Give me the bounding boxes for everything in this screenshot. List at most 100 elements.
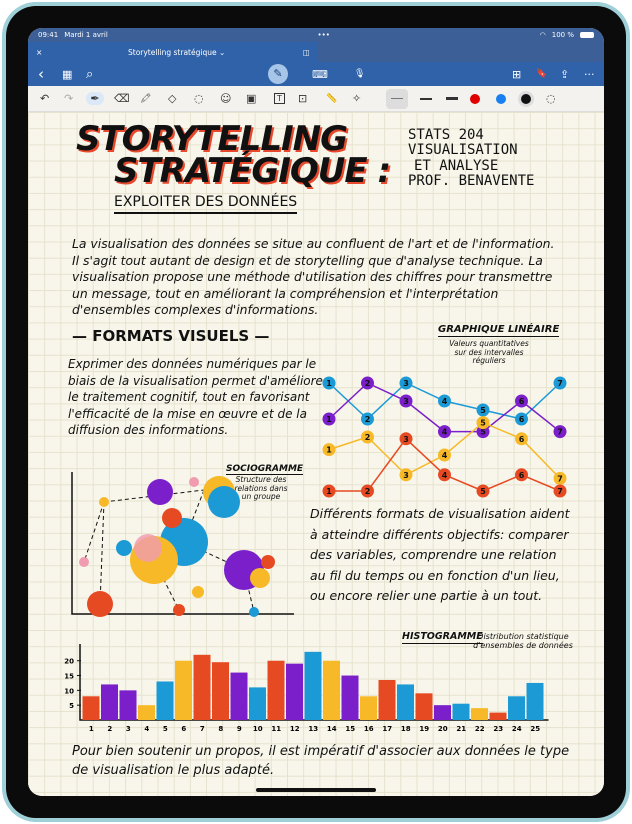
redo-icon[interactable]: ↷ — [64, 92, 74, 105]
screen: 09:41 Mardi 1 avril ••• ◠ 100 % × Storyt… — [28, 28, 604, 796]
line-point — [438, 448, 451, 462]
histogram-bar — [378, 679, 396, 720]
line-point — [553, 376, 567, 390]
line-point — [476, 425, 490, 439]
highlighter-icon[interactable]: 🖍 — [140, 93, 152, 104]
shapes-icon[interactable]: ◇ — [168, 92, 177, 105]
course-name-1: VISUALISATION — [408, 142, 518, 159]
x-tick-label: 12 — [290, 725, 300, 733]
pen-mode-icon[interactable]: ✎ — [268, 64, 288, 84]
line-point — [322, 376, 336, 390]
node — [189, 477, 199, 487]
line-chart: 1 2 3 4 5 6 7 1 2 3 4 5 6 7 1 2 3 4 5 6 7 1 2 3 4 5 6 7 — [322, 376, 567, 498]
pen-tool-icon[interactable]: ✒ — [86, 92, 104, 105]
laser-pointer-icon[interactable]: ✧ — [352, 92, 362, 105]
x-tick-label: 16 — [364, 725, 374, 733]
line-point — [515, 394, 528, 408]
microphone-icon[interactable]: 🎙 — [354, 69, 366, 79]
back-icon[interactable]: ‹ — [38, 65, 44, 83]
eraser-icon[interactable]: ⌫ — [114, 92, 130, 105]
line-point-label: 5 — [480, 406, 486, 415]
node — [134, 534, 162, 562]
multitask-dots[interactable]: ••• — [317, 31, 330, 39]
document-title[interactable]: Storytelling stratégique ⌄ — [128, 47, 226, 57]
line-point — [399, 394, 413, 408]
line-point — [399, 432, 413, 446]
x-tick-label: 1 — [89, 725, 94, 733]
status-date: Mardi 1 avril — [64, 31, 108, 39]
search-icon[interactable]: ⌕ — [86, 66, 94, 82]
x-tick-label: 22 — [475, 725, 485, 733]
add-page-icon[interactable]: ⊞ — [512, 67, 522, 81]
x-tick-label: 5 — [163, 725, 168, 733]
color-blue-swatch[interactable] — [496, 94, 506, 104]
line-point-label: 6 — [519, 435, 525, 444]
line-point — [361, 376, 374, 390]
share-icon[interactable]: ⇪ — [560, 67, 570, 81]
line-point-label: 4 — [442, 397, 448, 406]
thin-stroke-button[interactable] — [386, 89, 408, 109]
more-icon[interactable]: ··· — [584, 67, 595, 81]
line-point-label: 2 — [365, 433, 371, 442]
tab-bar: × Storytelling stratégique ⌄ ◫ — [28, 42, 604, 62]
x-tick-label: 14 — [327, 725, 337, 733]
x-tick-label: 17 — [382, 725, 392, 733]
course-code: STATS 204 — [408, 127, 484, 143]
histogram-bar — [212, 662, 229, 720]
split-view-icon[interactable]: ◫ — [302, 47, 310, 57]
close-tab-icon[interactable]: × — [36, 47, 43, 57]
histogram-bar — [526, 682, 544, 720]
x-tick-label: 8 — [218, 725, 223, 733]
line-point — [476, 484, 490, 498]
histogram-bar — [286, 663, 303, 720]
formats-heading-text: FORMATS VISUELS — [92, 327, 250, 345]
histogram-bar — [119, 690, 137, 720]
sociogram-description: Structure des relations dans un groupe — [234, 475, 288, 502]
histogram-bar — [415, 693, 433, 720]
note-subtitle: EXPLOITER DES DONNÉES — [114, 194, 298, 215]
sticker-icon[interactable]: ☺ — [220, 92, 232, 105]
histogram-bar — [360, 696, 377, 720]
note-page[interactable]: STORYTELLING STRATÉGIQUE : EXPLOITER DES… — [28, 112, 604, 796]
line-point-label: 2 — [365, 487, 371, 496]
x-tick-label: 3 — [126, 725, 131, 733]
undo-icon[interactable]: ↶ — [40, 92, 50, 105]
intro-paragraph: La visualisation des données se situe au… — [72, 236, 555, 317]
histogram-bar — [249, 687, 266, 720]
histogram-bar — [304, 651, 322, 720]
line-point — [553, 425, 567, 439]
line-point-label: 4 — [442, 451, 448, 460]
grid-icon[interactable]: ▦ — [62, 67, 73, 81]
color-black-swatch[interactable] — [518, 91, 534, 107]
histogram-bar — [138, 705, 155, 720]
histogram-title: HISTOGRAMME — [402, 631, 483, 644]
x-tick-label: 24 — [512, 725, 522, 733]
add-color-icon[interactable]: ◌ — [546, 92, 556, 105]
ruler-icon[interactable]: 📏 — [326, 93, 338, 104]
x-tick-label: 13 — [308, 725, 318, 733]
scan-icon[interactable]: ⊡ — [298, 92, 308, 105]
image-icon[interactable]: ▣ — [246, 92, 257, 105]
text-box-icon[interactable]: T — [274, 93, 285, 104]
medium-stroke-button[interactable] — [420, 98, 432, 100]
lasso-icon[interactable]: ◌ — [194, 92, 204, 105]
x-tick-label: 20 — [438, 725, 448, 733]
x-tick-label: 25 — [530, 725, 540, 733]
document-tab[interactable]: × Storytelling stratégique ⌄ ◫ — [28, 42, 318, 62]
line-point — [361, 412, 374, 426]
histogram-bar — [323, 660, 340, 720]
histogram-bar — [341, 675, 359, 720]
line-point — [361, 430, 374, 444]
bookmark-icon[interactable]: 🔖 — [536, 69, 548, 79]
histogram-bar — [471, 708, 488, 720]
color-red-swatch[interactable] — [470, 94, 480, 104]
line-point — [438, 425, 451, 439]
battery-icon — [580, 32, 595, 38]
line-point — [476, 416, 490, 430]
line-point — [399, 376, 413, 390]
home-indicator[interactable] — [256, 788, 376, 792]
line-point — [361, 484, 374, 498]
line-point-label: 4 — [442, 428, 448, 437]
thick-stroke-button[interactable] — [446, 97, 458, 100]
keyboard-icon[interactable]: ⌨ — [312, 67, 328, 81]
